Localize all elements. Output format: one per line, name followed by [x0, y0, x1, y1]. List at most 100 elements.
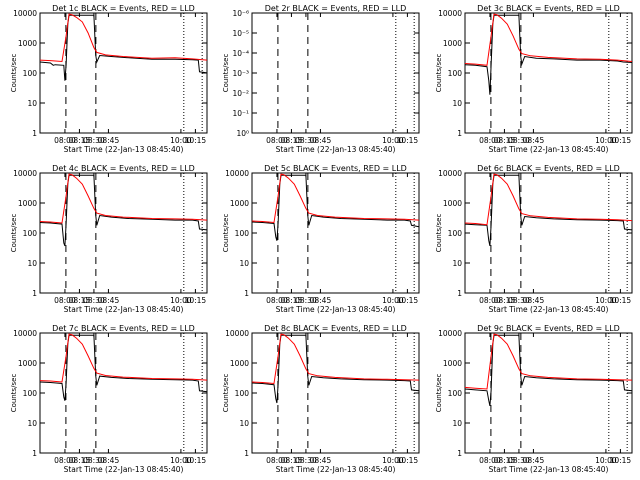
x-tick-label: 08:15	[494, 136, 516, 145]
y-tick-label: 1000	[443, 359, 462, 368]
x-axis-label: Start Time (22-Jan-13 08:45:40)	[64, 305, 184, 314]
x-tick-label: 08:30	[83, 296, 105, 305]
x-tick-label: 10:00	[170, 296, 192, 305]
x-tick-label: 08:15	[494, 296, 516, 305]
x-tick-label: 08:45	[310, 296, 332, 305]
x-axis-label: Start Time (22-Jan-13 08:45:40)	[489, 145, 609, 154]
plot-frame	[251, 332, 420, 454]
x-tick-label: 10:00	[595, 456, 617, 465]
x-tick-label: 08:15	[69, 136, 91, 145]
y-tick-label: 1000	[18, 199, 37, 208]
panel-title: Det 6c BLACK = Events, RED = LLD	[477, 164, 620, 173]
x-tick-label: 10:15	[185, 136, 207, 145]
x-tick-label: 08:15	[281, 136, 303, 145]
y-tick-label: 100	[23, 229, 38, 238]
x-tick-label: 10:15	[185, 296, 207, 305]
x-axis-label: Start Time (22-Jan-13 08:45:40)	[276, 145, 396, 154]
panel-title: Det 8c BLACK = Events, RED = LLD	[264, 324, 407, 333]
lld-series-line	[465, 173, 632, 226]
y-tick-label: 10	[27, 259, 37, 268]
y-axis-label: Counts/sec	[222, 374, 230, 413]
y-tick-label: 10000	[438, 169, 462, 178]
y-tick-label: 1000	[18, 39, 37, 48]
y-tick-label: 10	[452, 99, 462, 108]
lld-series-line	[40, 13, 207, 63]
x-tick-label: 10:00	[595, 296, 617, 305]
x-tick-label: 08:00	[266, 296, 288, 305]
x-tick-label: 10:00	[382, 296, 404, 305]
x-tick-label: 10:00	[382, 456, 404, 465]
y-tick-label: 1	[32, 129, 37, 138]
x-tick-label: 08:30	[295, 456, 317, 465]
lld-series-line	[40, 333, 207, 383]
panel-title: Det 1c BLACK = Events, RED = LLD	[52, 4, 195, 13]
x-tick-label: 08:15	[281, 456, 303, 465]
x-tick-label: 08:00	[266, 456, 288, 465]
x-tick-label: 08:15	[494, 456, 516, 465]
y-tick-label: 1000	[230, 359, 249, 368]
panel-title: Det 7c BLACK = Events, RED = LLD	[52, 324, 195, 333]
events-series-line	[465, 14, 632, 95]
x-tick-label: 08:45	[310, 136, 332, 145]
x-tick-label: 08:45	[523, 296, 545, 305]
x-tick-label: 10:15	[397, 296, 419, 305]
events-series-line	[40, 14, 207, 81]
y-tick-label: 1000	[443, 199, 462, 208]
x-axis-label: Start Time (22-Jan-13 08:45:40)	[489, 305, 609, 314]
x-tick-label: 10:00	[595, 136, 617, 145]
x-tick-label: 08:15	[69, 456, 91, 465]
x-tick-label: 08:00	[266, 136, 288, 145]
events-series-line	[40, 174, 207, 247]
panel-title: Det 4c BLACK = Events, RED = LLD	[52, 164, 195, 173]
y-tick-label: 1000	[230, 199, 249, 208]
y-tick-label: 10000	[225, 169, 249, 178]
y-tick-label: 10⁻¹	[232, 109, 249, 118]
panel-title: Det 9c BLACK = Events, RED = LLD	[477, 324, 620, 333]
x-tick-label: 08:45	[523, 456, 545, 465]
y-axis-label: Counts/sec	[222, 214, 230, 253]
y-tick-label: 100	[448, 389, 463, 398]
y-tick-label: 1	[32, 449, 37, 458]
y-tick-label: 10	[452, 419, 462, 428]
x-tick-label: 08:00	[479, 296, 501, 305]
lld-series-line	[465, 333, 632, 390]
x-tick-label: 08:00	[479, 136, 501, 145]
x-tick-label: 08:30	[295, 296, 317, 305]
y-tick-label: 1	[244, 449, 249, 458]
y-tick-label: 10000	[438, 329, 462, 338]
x-tick-label: 10:00	[170, 136, 192, 145]
y-tick-label: 100	[448, 229, 463, 238]
plot-frame	[251, 12, 420, 134]
events-series-line	[252, 174, 419, 241]
y-tick-label: 10⁻⁶	[232, 9, 249, 18]
y-tick-label: 10	[239, 259, 249, 268]
y-axis-label: Counts/sec	[435, 374, 443, 413]
events-series-line	[465, 174, 632, 247]
events-series-line	[465, 334, 632, 407]
y-axis-label: Counts/sec	[10, 374, 18, 413]
y-tick-label: 10000	[13, 329, 37, 338]
x-tick-label: 08:00	[479, 456, 501, 465]
x-axis-label: Start Time (22-Jan-13 08:45:40)	[489, 465, 609, 474]
y-tick-label: 1	[457, 449, 462, 458]
x-tick-label: 10:15	[610, 296, 632, 305]
x-tick-label: 08:30	[295, 136, 317, 145]
x-axis-label: Start Time (22-Jan-13 08:45:40)	[276, 305, 396, 314]
y-axis-label: Counts/sec	[10, 54, 18, 93]
x-tick-label: 08:30	[508, 136, 530, 145]
y-tick-label: 10⁰	[236, 129, 249, 138]
x-tick-label: 10:00	[382, 136, 404, 145]
x-tick-label: 08:00	[54, 136, 76, 145]
y-tick-label: 10⁻⁵	[232, 29, 249, 38]
y-tick-label: 100	[23, 389, 38, 398]
x-tick-label: 10:00	[170, 456, 192, 465]
x-tick-label: 10:15	[397, 456, 419, 465]
